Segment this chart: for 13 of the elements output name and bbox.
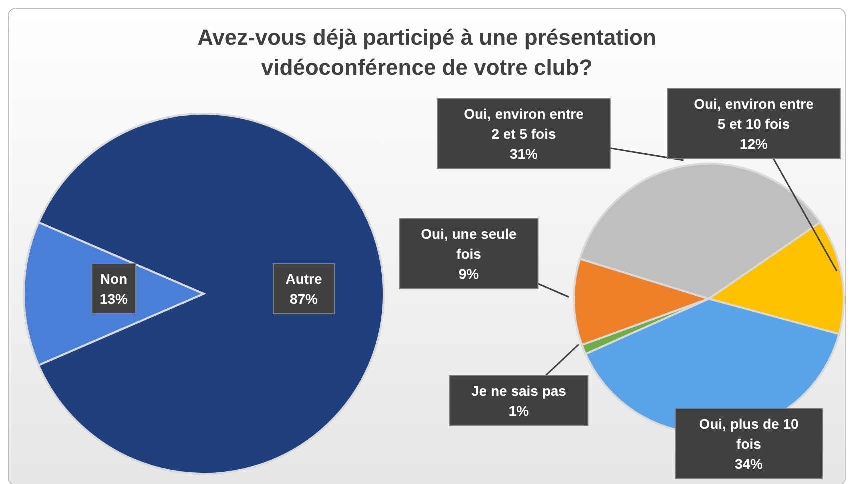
slice-label: Non xyxy=(100,271,128,287)
slice-label: Oui, une seule fois xyxy=(421,226,518,262)
slice-label: Autre xyxy=(286,271,322,287)
slice-label: Je ne sais pas xyxy=(472,383,567,399)
chart-title: Avez-vous déjà participé à une présentation vidéoconférence de votre club? xyxy=(196,24,658,82)
slice-label: Oui, environ entre 2 et 5 fois xyxy=(464,106,584,142)
data-label: 34% xyxy=(734,456,764,472)
data-label: 1% xyxy=(508,403,530,419)
data-label: 12% xyxy=(740,136,769,152)
data-label: 87% xyxy=(290,291,319,307)
data-label: 13% xyxy=(100,291,129,307)
slice-label: Oui, plus de 10 fois xyxy=(699,416,799,452)
slice-label: Oui, environ entre 5 et 10 fois xyxy=(694,96,814,132)
